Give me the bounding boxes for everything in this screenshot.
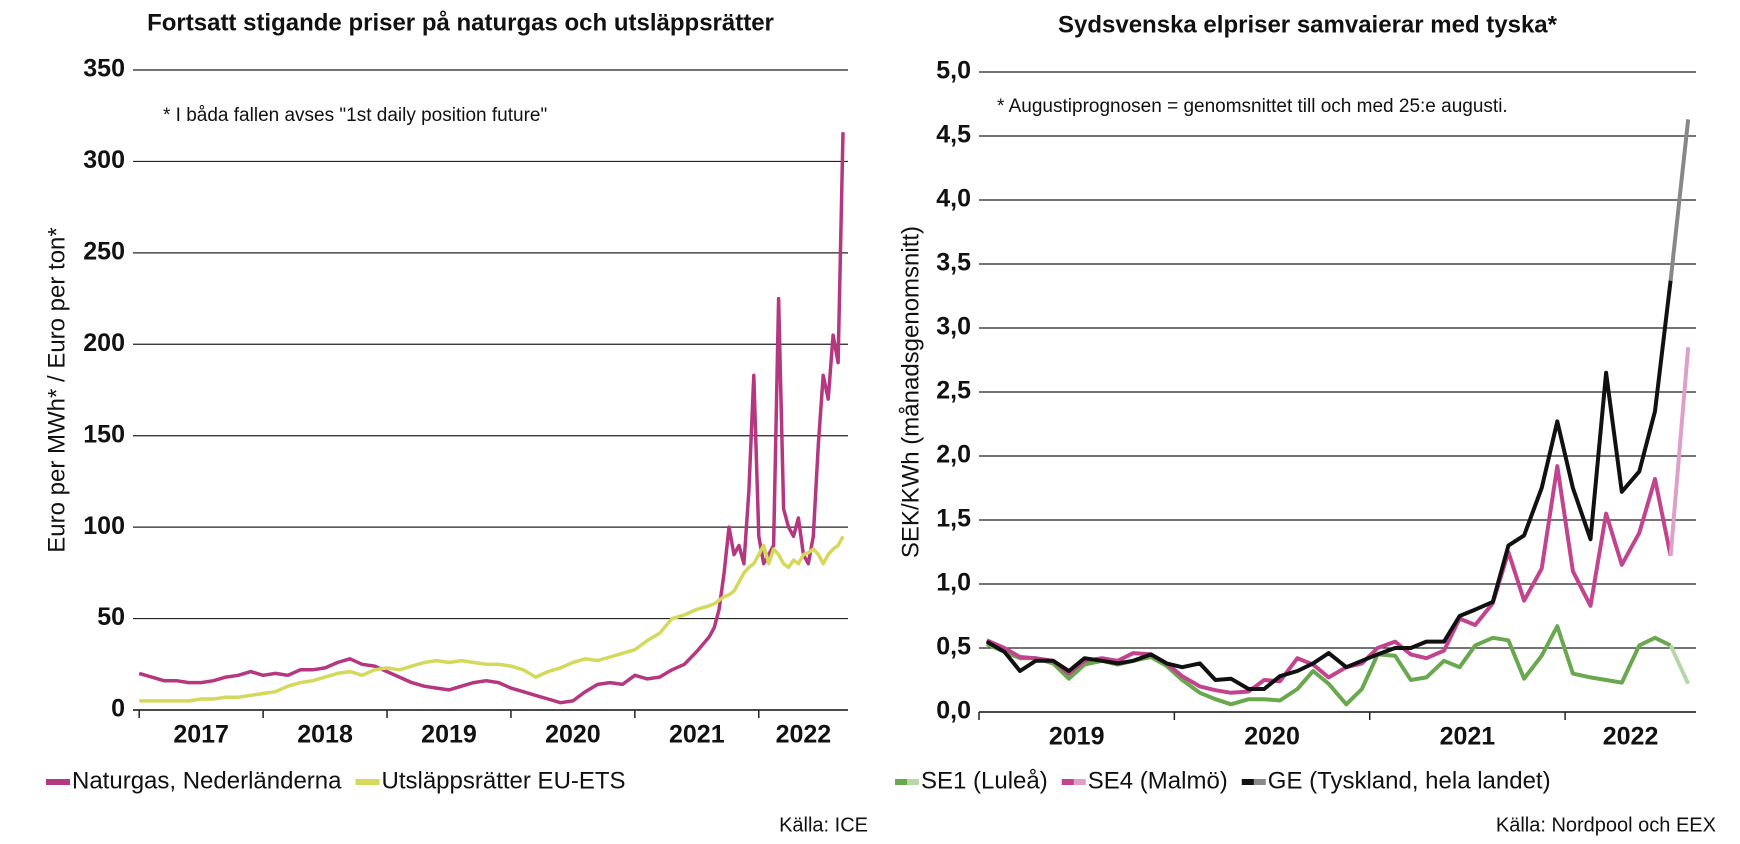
- legend-label: SE4 (Malmö): [1088, 767, 1228, 794]
- y-tick-label: 100: [83, 512, 125, 540]
- source: Källa: ICE: [779, 814, 868, 836]
- x-tick-label: 2017: [173, 721, 229, 749]
- forecast-line: [1668, 119, 1691, 281]
- x-tick-label: 2020: [545, 721, 601, 749]
- y-tick-label: 3,5: [936, 249, 971, 277]
- y-axis-label: SEK/KWh (månadsgenomsnitt): [897, 226, 924, 558]
- chart-title: Fortsatt stigande priser på naturgas och…: [147, 9, 774, 36]
- y-tick-label: 1,5: [936, 505, 971, 533]
- series-line: [985, 280, 1673, 691]
- series-line: [985, 464, 1673, 695]
- annotation: * Augustiprognosen = genomsnittet till o…: [997, 96, 1508, 117]
- x-tick-label: 2021: [1440, 723, 1496, 751]
- x-tick-label: 2020: [1244, 723, 1300, 751]
- y-tick-label: 0,0: [936, 697, 971, 725]
- x-tick-label: 2019: [1049, 723, 1105, 751]
- annotation: * I båda fallen avses "1st daily positio…: [163, 105, 547, 126]
- legend-label: Utsläppsrätter EU-ETS: [382, 767, 626, 794]
- legend-label: SE1 (Luleå): [921, 767, 1048, 794]
- y-tick-label: 0,5: [936, 633, 971, 661]
- y-tick-label: 0: [111, 695, 125, 723]
- series-line: [139, 535, 845, 703]
- legend-label: GE (Tyskland, hela landet): [1268, 767, 1551, 794]
- y-tick-label: 150: [83, 420, 125, 448]
- y-tick-label: 2,5: [936, 377, 971, 405]
- y-tick-label: 2,0: [936, 441, 971, 469]
- x-tick-label: 2022: [1603, 723, 1659, 751]
- series-line: [138, 132, 845, 705]
- y-tick-label: 4,0: [936, 185, 971, 213]
- y-tick-label: 250: [83, 237, 125, 265]
- y-tick-label: 5,0: [936, 57, 971, 85]
- series-line: [986, 624, 1672, 707]
- y-tick-label: 1,0: [936, 569, 971, 597]
- y-tick-label: 350: [83, 55, 125, 83]
- forecast-line: [1668, 347, 1691, 557]
- forecast-line: [1668, 644, 1691, 685]
- x-tick-label: 2022: [776, 721, 832, 749]
- legend-label: Naturgas, Nederländerna: [72, 767, 342, 794]
- y-axis-label: Euro per MWh* / Euro per ton*: [43, 227, 70, 552]
- source: Källa: Nordpool och EEX: [1496, 814, 1716, 836]
- y-tick-label: 200: [83, 329, 125, 357]
- x-tick-label: 2018: [297, 721, 353, 749]
- y-tick-label: 50: [97, 603, 125, 631]
- y-tick-label: 3,0: [936, 313, 971, 341]
- chart-title: Sydsvenska elpriser samvaierar med tyska…: [1058, 11, 1558, 38]
- y-tick-label: 300: [83, 146, 125, 174]
- y-tick-label: 4,5: [936, 121, 971, 149]
- x-tick-label: 2021: [669, 721, 725, 749]
- x-tick-label: 2019: [421, 721, 477, 749]
